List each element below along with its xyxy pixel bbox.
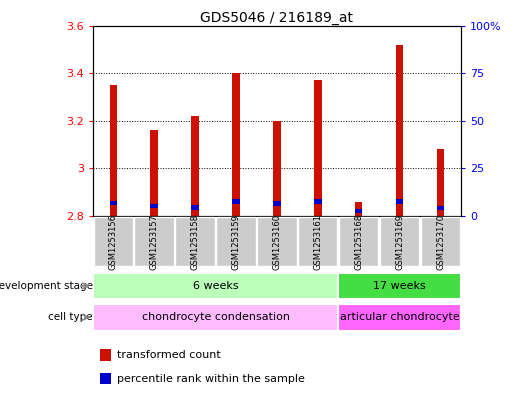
Bar <box>232 199 240 204</box>
Bar <box>273 121 280 216</box>
Text: GSM1253170: GSM1253170 <box>436 214 445 270</box>
Text: 17 weeks: 17 weeks <box>373 281 426 291</box>
Bar <box>175 217 215 266</box>
Bar <box>100 373 111 384</box>
Bar <box>135 217 174 266</box>
Bar <box>380 217 419 266</box>
Text: GSM1253160: GSM1253160 <box>272 214 281 270</box>
Text: chondrocyte condensation: chondrocyte condensation <box>142 312 289 322</box>
Bar <box>338 304 461 331</box>
Bar <box>355 202 363 216</box>
Bar <box>100 349 111 361</box>
Text: cell type: cell type <box>48 312 93 322</box>
Text: GSM1253168: GSM1253168 <box>354 214 363 270</box>
Bar <box>298 217 338 266</box>
Bar <box>396 199 403 204</box>
Bar <box>437 149 444 216</box>
Text: transformed count: transformed count <box>117 350 220 360</box>
Bar <box>339 217 378 266</box>
Bar <box>216 217 255 266</box>
Bar <box>257 217 297 266</box>
Bar <box>151 130 158 216</box>
Bar <box>437 206 444 210</box>
Bar <box>110 201 117 206</box>
Bar <box>396 45 403 216</box>
Bar <box>273 201 280 206</box>
Bar <box>191 206 199 210</box>
Text: GSM1253169: GSM1253169 <box>395 214 404 270</box>
Bar <box>314 199 322 204</box>
Text: articular chondrocyte: articular chondrocyte <box>340 312 460 322</box>
Bar <box>232 73 240 216</box>
Bar <box>151 204 158 208</box>
Title: GDS5046 / 216189_at: GDS5046 / 216189_at <box>200 11 354 24</box>
Text: GSM1253161: GSM1253161 <box>313 214 322 270</box>
Text: GSM1253158: GSM1253158 <box>191 214 200 270</box>
Text: development stage: development stage <box>0 281 93 291</box>
Bar <box>338 273 461 299</box>
Bar <box>110 85 117 216</box>
Text: GSM1253157: GSM1253157 <box>149 214 158 270</box>
Bar <box>314 80 322 216</box>
Bar <box>355 209 363 213</box>
Text: GSM1253156: GSM1253156 <box>109 214 118 270</box>
Text: 6 weeks: 6 weeks <box>193 281 238 291</box>
Bar <box>94 217 133 266</box>
Bar <box>421 217 460 266</box>
Text: percentile rank within the sample: percentile rank within the sample <box>117 374 305 384</box>
Bar <box>93 273 338 299</box>
Bar <box>191 116 199 216</box>
Text: GSM1253159: GSM1253159 <box>232 214 241 270</box>
Bar <box>93 304 338 331</box>
